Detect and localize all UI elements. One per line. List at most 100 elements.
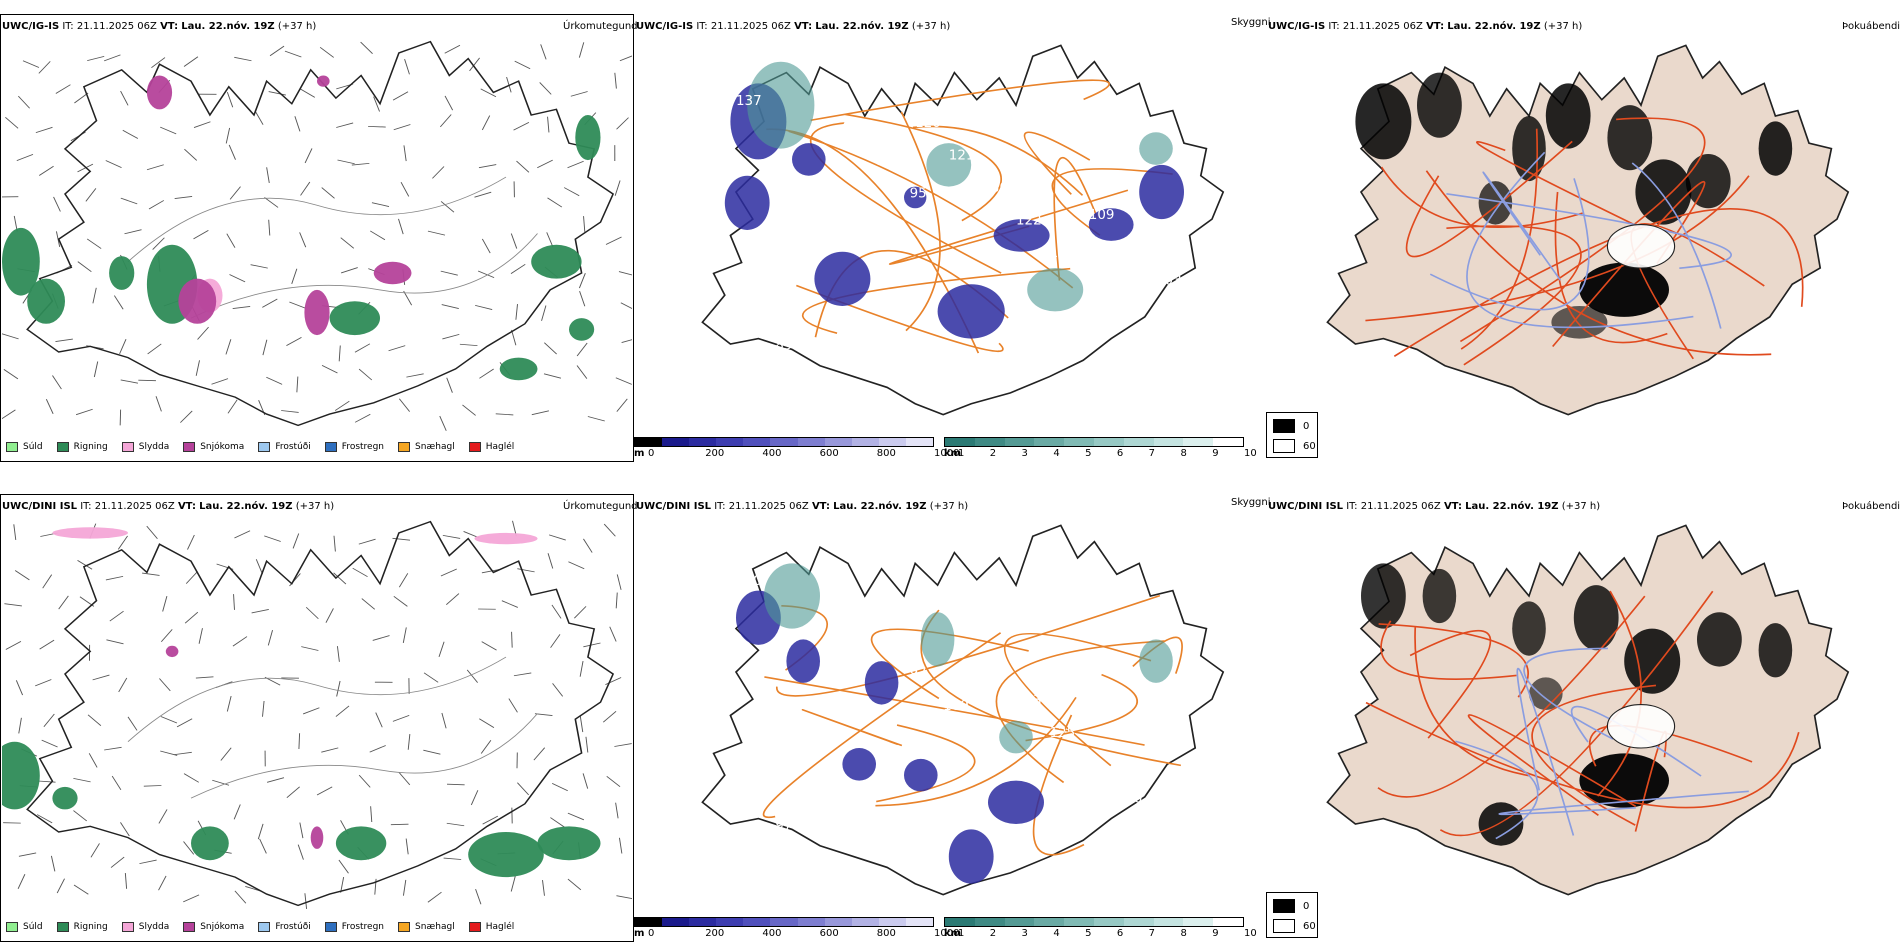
road-line <box>1380 166 1583 229</box>
colorbar-step <box>905 918 934 926</box>
model-name: UWC/IG-IS <box>1268 21 1326 32</box>
wind-barb <box>358 774 371 788</box>
colorbar-tick: 3 <box>1021 928 1028 939</box>
model-name: UWC/IG-IS <box>636 21 694 32</box>
valid-prefix: VT: <box>177 501 196 512</box>
legend-swatch <box>183 922 196 932</box>
wind-barb <box>333 535 336 552</box>
wind-barb <box>338 859 349 874</box>
wind-barb <box>441 712 447 729</box>
wind-barb <box>398 573 409 588</box>
wind-barb <box>42 574 53 589</box>
fog-legend-swatch <box>1273 899 1295 913</box>
wind-barb <box>340 237 355 249</box>
fog-high-area <box>1624 628 1681 694</box>
road-line <box>810 79 1110 122</box>
cloudbase-label: 97 <box>775 819 792 834</box>
fog-map <box>1326 44 1850 416</box>
fog-high-area <box>1573 585 1619 651</box>
wind-barb <box>226 233 236 248</box>
precip-area <box>317 75 330 87</box>
wind-barb <box>393 124 411 131</box>
wind-barb <box>582 773 589 789</box>
wind-barb <box>501 600 518 608</box>
wind-barb <box>335 705 350 717</box>
wind-barb <box>225 127 231 144</box>
wind-barb <box>304 893 308 910</box>
fog-title: Þokuábendi <box>1842 21 1900 32</box>
colorbar-step <box>851 918 879 926</box>
low-cloud-area <box>1088 208 1134 241</box>
wind-barb <box>432 166 445 179</box>
valid-time: Lau. 22.nóv. 19Z <box>1465 501 1559 512</box>
wind-barb <box>104 746 122 751</box>
colorbar-step <box>1004 438 1035 446</box>
legend-item: Snjókoma <box>183 922 244 932</box>
wind-barb <box>547 197 563 208</box>
wind-barb <box>513 121 530 131</box>
fog-legend-item: 0 <box>1273 899 1309 913</box>
lead-time: (+37 h) <box>929 501 969 512</box>
wind-barb <box>297 844 304 860</box>
wind-barb <box>211 378 229 385</box>
road-line <box>1023 131 1091 195</box>
precip-title: Úrkomutegund <box>563 501 638 512</box>
colorbar-step <box>1064 918 1094 926</box>
road-line <box>1439 590 1714 837</box>
river-line <box>1429 178 1590 311</box>
wind-barb <box>583 216 586 232</box>
wind-barb <box>92 674 110 681</box>
road-line <box>1476 141 1643 229</box>
cloudbase-label: 92 <box>742 306 759 321</box>
wind-barb <box>568 561 585 570</box>
wind-barb <box>606 775 621 787</box>
precip-area <box>2 227 40 296</box>
wind-barb <box>620 302 632 310</box>
cloudbase-label: 95 <box>910 187 927 202</box>
wind-barb <box>233 804 241 820</box>
wind-barb <box>506 76 512 93</box>
wind-barb <box>392 537 411 541</box>
colorbar-tick: 8 <box>1180 448 1187 459</box>
valid-time: Lau. 22.nóv. 19Z <box>833 501 927 512</box>
wind-barb <box>77 163 94 173</box>
wind-barb <box>516 160 530 173</box>
wind-barb <box>36 814 53 824</box>
wind-barb <box>2 409 16 420</box>
colorbar-tick: 800 <box>876 448 896 459</box>
wind-barb <box>546 232 554 248</box>
wind-barb <box>262 298 278 308</box>
wind-barb <box>583 642 601 648</box>
glacier <box>1606 704 1676 749</box>
wind-barb <box>120 197 138 205</box>
colorbar-tick: 0 <box>648 928 655 939</box>
colorbar-tick: 1000 <box>934 448 960 459</box>
colorbar-step <box>743 918 771 926</box>
wind-barb <box>17 95 31 109</box>
wind-barb <box>3 369 19 380</box>
cloudbase-label: 97 <box>943 219 960 234</box>
wind-barb <box>174 195 193 200</box>
road-line <box>1032 714 1085 856</box>
colorbar-step <box>689 438 717 446</box>
wind-barb <box>195 360 200 376</box>
lead-time: (+37 h) <box>295 501 335 512</box>
low-visibility-area <box>764 563 820 629</box>
wind-barb <box>551 604 562 619</box>
wind-barb <box>470 790 479 806</box>
colorbar-tick: 1 <box>958 448 965 459</box>
legend-item: Rigning <box>56 922 108 932</box>
wind-barb <box>442 534 461 539</box>
colorbar-tick: 1 <box>958 928 965 939</box>
wind-barb <box>336 122 354 128</box>
colorbar-step <box>851 438 879 446</box>
wind-barb <box>441 304 459 309</box>
wind-barb <box>45 399 54 414</box>
wind-barb <box>267 630 274 646</box>
low-cloud-area <box>786 639 820 683</box>
wind-barb <box>162 596 168 612</box>
fog-high-area <box>1545 83 1591 149</box>
wind-barb <box>4 603 22 607</box>
cloudbase-label: 122 <box>1016 214 1042 229</box>
wind-barb <box>266 777 285 783</box>
